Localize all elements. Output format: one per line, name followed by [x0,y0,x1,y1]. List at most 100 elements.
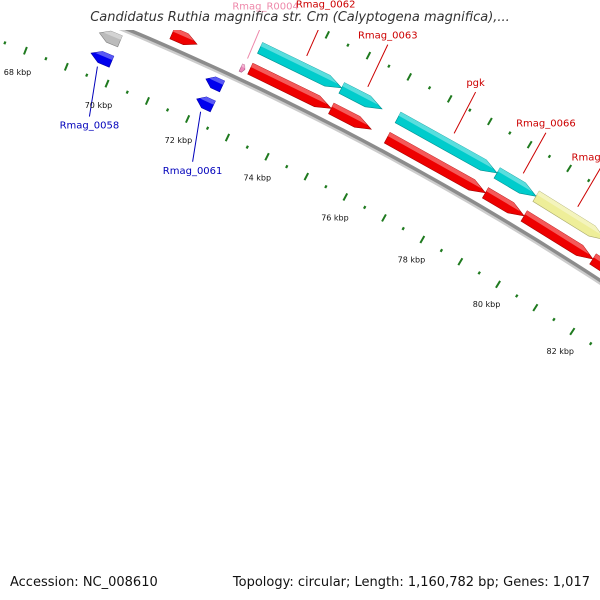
feature-label-rmag-0062[interactable]: Rmag_0062 [296,0,356,10]
major-tick [144,96,150,106]
minor-tick [427,85,432,90]
leader-rmag-0066 [522,132,547,174]
feature-label-rmag-0061[interactable]: Rmag_0061 [163,166,223,177]
feature-rmag-0062-highlight [260,42,338,84]
major-tick [224,133,231,142]
minor-tick [468,108,472,112]
scale-label: 82 kbp [547,347,575,356]
cds-rmag-0063-highlight [332,103,368,125]
feature-pgk [394,111,498,174]
feature-rmag-0059-highlight [182,7,203,20]
feature-labels: Rmag_0056Rmag_0057Rmag_0058Rmag_0059Rmag… [60,0,600,177]
feature-layer [66,0,600,272]
cds-rmag-0059-body [169,30,198,46]
cds-rmag-0057-body [66,0,127,14]
feature-rmag-0059-body [179,7,206,24]
minor-tick [306,23,307,26]
cds-rmag-0059 [169,30,198,46]
feature-label-rmag-0063[interactable]: Rmag_0063 [358,31,418,42]
reverse-tick-track [3,41,593,346]
minor-tick [439,248,444,253]
scale-label: 72 kbp [165,136,193,145]
cds-rmag-0057-highlight [69,0,122,10]
backbone-shadow [118,30,600,286]
leader-rmag-0059 [199,0,216,6]
major-tick [23,46,28,55]
feature-label-rmag-0058[interactable]: Rmag_0058 [60,121,120,132]
cds-rmag-0066 [481,187,525,217]
feature-rmag-0059 [179,7,206,24]
minor-tick [401,226,405,231]
feature-rmag-0066-highlight [497,167,533,192]
minor-tick [3,41,7,45]
cds-rmag-0058 [90,51,115,68]
scale-label: 68 kbp [4,68,32,77]
cds-rmag-0066-highlight [486,187,521,212]
minor-tick [346,43,350,47]
feature-label-rmag-r0004[interactable]: Rmag_R0004 [232,2,299,13]
leader-rmag-r0004 [247,30,261,59]
cds-rmag-0062 [247,62,332,109]
feature-label-rmag-0066[interactable]: Rmag_0066 [516,119,576,130]
feature-rmag-0061-highlight [209,76,225,85]
feature-label-pgk[interactable]: pgk [466,78,485,89]
cds-rmag-0068-highlight [593,253,600,262]
minor-tick [44,56,48,61]
minor-tick [125,90,129,95]
minor-tick [165,108,170,112]
minor-tick [515,294,519,298]
major-tick [104,79,110,88]
feature-rmag-0058 [98,30,123,48]
major-tick [419,235,426,244]
scale-label: 78 kbp [398,256,426,265]
minor-tick [387,64,391,69]
major-tick [365,51,372,60]
cds-rmag-0062-highlight [251,63,328,105]
major-tick [487,117,493,126]
leader-rmag-0067 [577,167,600,207]
major-tick [381,213,387,222]
scale-label: 70 kbp [85,101,113,110]
cds-rmag-0057 [66,0,127,14]
feature-rmag-r0004-highlight [241,64,245,69]
major-tick [446,94,453,103]
major-tick [526,140,533,149]
feature-rmag-0058-highlight [103,31,123,40]
cds-rmag-0063 [328,102,372,130]
minor-tick [477,271,481,275]
cds-rmag-0061-highlight [200,96,216,105]
feature-rmag-0063 [338,82,383,110]
scale-label: 74 kbp [244,174,272,183]
minor-tick [547,154,552,159]
map-title: Candidatus Ruthia magnifica str. Cm (Cal… [90,10,510,25]
minor-tick [324,184,328,189]
feature-rmag-r0004 [238,63,246,73]
feature-rmag-0066 [493,167,537,197]
cds-rmag-0058-highlight [94,51,114,60]
feature-pgk-highlight [398,112,494,169]
feature-label-rmag-0067[interactable]: Rmag_0067 [572,153,600,164]
leader-rmag-0058 [88,66,98,117]
major-tick [406,72,413,81]
feature-rmag-0062 [257,42,343,89]
major-tick [342,192,349,201]
leader-rmag-0062 [306,30,319,57]
minor-tick [363,205,367,210]
major-tick [457,257,464,266]
major-tick [63,62,69,71]
cds-pgk-highlight [388,132,482,189]
minor-tick [588,341,593,346]
minor-tick [205,126,210,131]
minor-tick [285,164,289,169]
feature-rmag-0061 [205,76,225,93]
leader-pgk [453,91,477,134]
cds-rmag-0068 [589,253,600,272]
major-tick [566,164,573,173]
major-tick [495,280,501,289]
scale-label: 80 kbp [473,300,501,309]
feature-rmag-0063-highlight [342,82,378,105]
genome-backbone [118,30,600,286]
label-leaders [88,0,600,207]
major-tick [264,152,270,161]
